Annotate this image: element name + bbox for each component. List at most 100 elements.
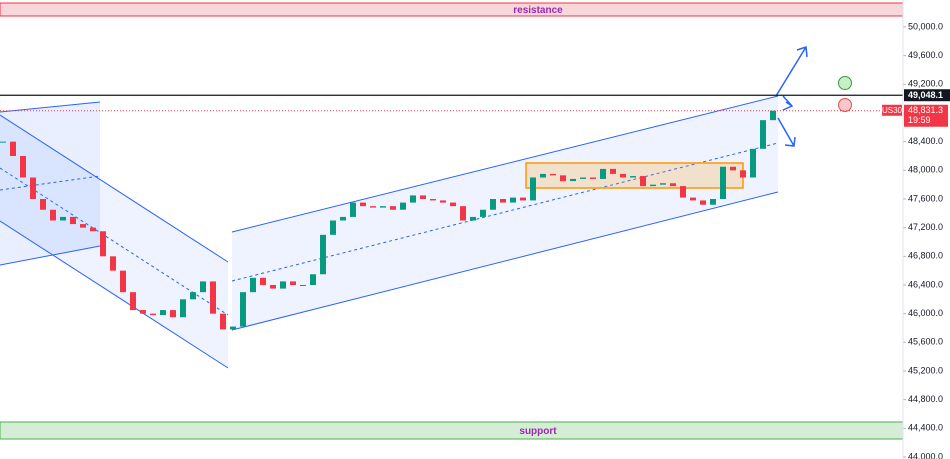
candle	[80, 224, 86, 228]
y-tick-label: 50,000.0	[908, 21, 943, 31]
candle	[420, 195, 426, 199]
candle	[110, 256, 116, 271]
candle	[550, 173, 556, 176]
candle	[750, 148, 756, 178]
candle	[120, 270, 126, 293]
y-tick-label: 44,800.0	[908, 394, 943, 404]
countdown: 19:59	[908, 115, 931, 125]
price-tag	[904, 104, 948, 127]
y-tick-label: 49,200.0	[908, 79, 943, 89]
candle	[170, 310, 176, 318]
candle	[180, 299, 186, 318]
y-tick-label: 47,200.0	[908, 222, 943, 232]
y-tick-label: 45,600.0	[908, 337, 943, 347]
candle	[290, 281, 296, 285]
candle	[30, 177, 36, 199]
candle	[230, 326, 236, 330]
candle	[200, 281, 206, 293]
candle	[150, 313, 156, 316]
candle	[350, 202, 356, 217]
candles	[0, 110, 776, 330]
candle	[710, 199, 716, 205]
candle	[20, 156, 26, 178]
candle	[100, 231, 106, 257]
candle	[220, 313, 226, 330]
last-price-label: 48,831.3	[908, 105, 943, 115]
grid	[0, 26, 906, 458]
y-tick-label: 44,400.0	[908, 423, 943, 433]
candle	[630, 176, 636, 178]
zone-label: support	[519, 426, 557, 437]
level-tag	[904, 89, 950, 102]
candle	[590, 177, 596, 179]
candle	[600, 168, 606, 179]
candle	[270, 285, 276, 289]
y-tick-label: 46,000.0	[908, 308, 943, 318]
candle	[520, 197, 526, 201]
candle	[660, 183, 666, 185]
candle	[440, 200, 446, 203]
zone-label: resistance	[513, 5, 563, 16]
y-tick-label: 44,000.0	[908, 451, 943, 459]
candle	[250, 277, 256, 293]
candle	[300, 285, 306, 286]
candle	[240, 292, 246, 327]
y-tick-label: 49,600.0	[908, 50, 943, 60]
symbol-tag	[882, 104, 902, 116]
candle	[140, 310, 146, 314]
candle	[760, 120, 766, 149]
price-labels: 44,000.0 44,400.0 44,800.0 45,200.0 45,600.0…	[882, 21, 950, 459]
candle	[370, 206, 376, 208]
candle	[60, 216, 66, 221]
y-tick-label: 47,600.0	[908, 193, 943, 203]
candle	[540, 173, 546, 178]
candle	[700, 200, 706, 205]
level-label: 49,048.1	[908, 90, 943, 100]
candle	[10, 141, 16, 156]
candle	[160, 310, 166, 316]
y-tick-label: 48,000.0	[908, 165, 943, 175]
candle	[690, 197, 696, 201]
candle	[280, 281, 286, 289]
candle	[580, 177, 586, 179]
candle	[340, 216, 346, 221]
candle	[650, 184, 656, 187]
y-tick-label: 48,400.0	[908, 136, 943, 146]
y-tick-label: 46,400.0	[908, 279, 943, 289]
candle	[70, 216, 76, 225]
candle	[480, 209, 486, 217]
candle	[490, 199, 496, 210]
symbol-label: US30	[882, 106, 903, 115]
candle	[680, 186, 686, 198]
candle	[570, 178, 576, 182]
candle	[450, 202, 456, 207]
candle	[90, 227, 96, 232]
zone	[0, 421, 904, 440]
candle	[560, 175, 566, 182]
candle	[720, 166, 726, 199]
candle	[510, 197, 516, 203]
candle	[400, 202, 406, 210]
candle	[500, 199, 506, 203]
candle	[50, 209, 56, 221]
candle	[620, 173, 626, 178]
candle	[210, 281, 216, 314]
candle	[310, 274, 316, 285]
candle	[640, 176, 646, 187]
y-tick-label: 46,800.0	[908, 251, 943, 261]
candle	[740, 170, 746, 178]
y-tick-label: 45,200.0	[908, 365, 943, 375]
candle	[0, 141, 6, 143]
candle	[670, 183, 676, 187]
candle	[130, 292, 136, 311]
candle	[330, 220, 336, 235]
zone	[0, 2, 904, 17]
candle	[460, 206, 466, 221]
candle	[430, 199, 436, 201]
candle	[40, 199, 46, 210]
candle	[410, 195, 416, 203]
candle	[320, 234, 326, 275]
candle	[470, 216, 476, 221]
candle	[190, 292, 196, 300]
candle	[770, 110, 776, 121]
